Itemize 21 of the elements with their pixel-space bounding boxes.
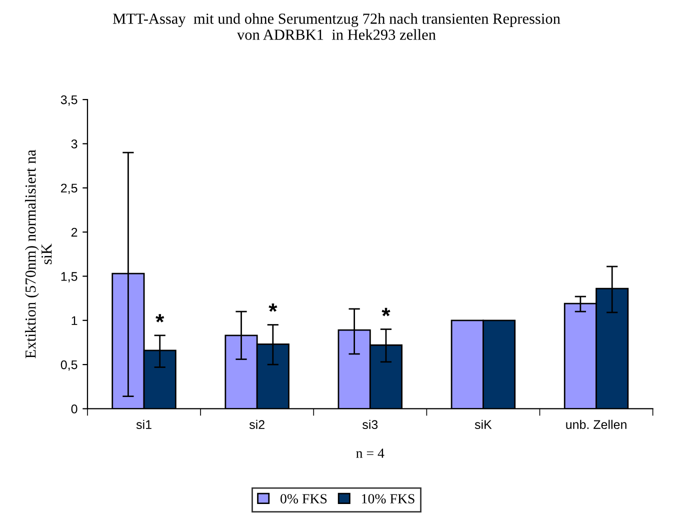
x-tick-label: si3: [362, 420, 378, 430]
y-tick-label: 2: [71, 228, 78, 237]
x-tick-label: si1: [136, 420, 152, 430]
y-tick-label: 1,5: [61, 272, 78, 282]
annotation: *: [156, 314, 164, 322]
x-axis-title: n = 4: [356, 448, 384, 458]
annotation: *: [268, 304, 278, 312]
annotation: *: [382, 308, 390, 316]
y-tick-label: 3: [71, 140, 78, 148]
x-tick-label: unb. Zellen: [566, 420, 626, 430]
x-tick-label: siK: [474, 420, 492, 430]
legend-label: 10% FKS: [362, 494, 414, 504]
legend-label: 0% FKS: [280, 494, 327, 504]
y-tick-label: 2,5: [61, 184, 78, 194]
y-tick-label: 0: [71, 404, 78, 414]
y-tick-label: 0,5: [60, 360, 78, 371]
y-tick-label: 3,5: [60, 95, 78, 106]
y-tick-label: 1: [72, 316, 78, 325]
chart-title: MTT-Assay mit und ohne Serumentzug 72h nach transienten Repression von ADRBK1 in Hek293 zellen: [112, 13, 560, 40]
x-tick-label: si2: [249, 420, 264, 430]
y-axis-title: Extiktion (570nm) normalisiert na siK: [25, 150, 52, 358]
